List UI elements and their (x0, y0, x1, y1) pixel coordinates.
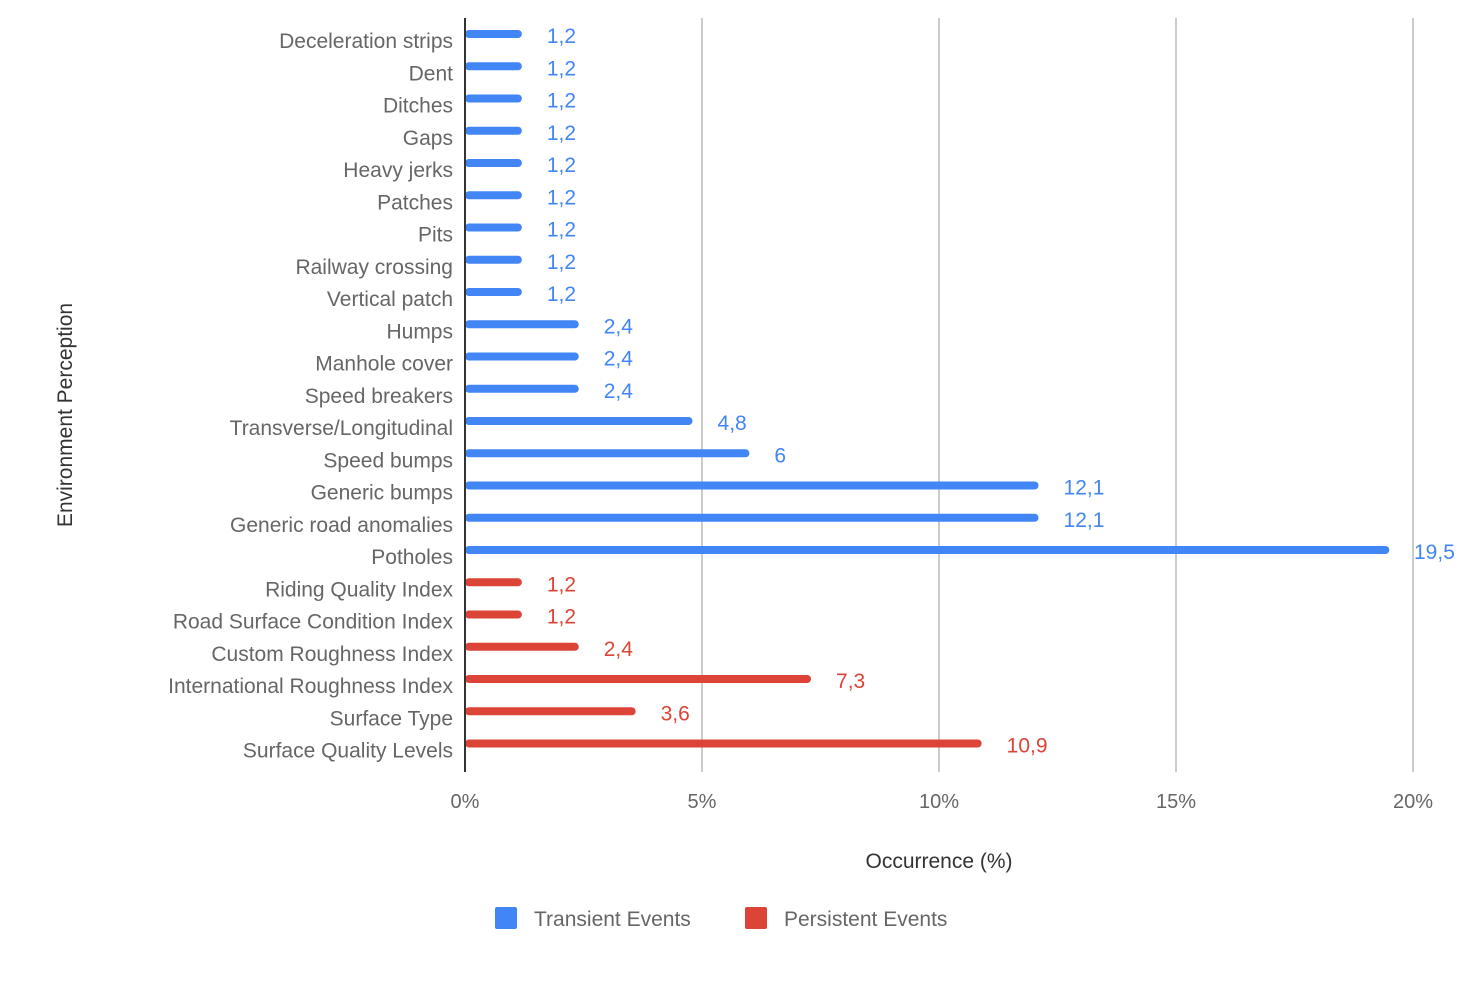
legend-swatch-transient (495, 907, 517, 929)
data-label: 1,2 (547, 122, 576, 145)
data-label: 1,2 (547, 219, 576, 242)
category-label: Patches (377, 191, 453, 214)
data-label: 7,3 (836, 670, 865, 693)
data-label: 2,4 (604, 380, 634, 403)
data-label: 1,2 (547, 283, 576, 306)
data-label: 12,1 (1064, 509, 1105, 532)
legend-swatch-persistent (745, 907, 767, 929)
category-label: Custom Roughness Index (211, 643, 453, 666)
x-axis-title: Occurrence (%) (865, 850, 1012, 873)
category-label: Heavy jerks (343, 159, 453, 182)
data-label: 2,4 (604, 315, 634, 338)
data-label: 1,2 (547, 186, 576, 209)
data-label: 4,8 (718, 412, 747, 435)
category-label: Dent (409, 62, 454, 85)
data-label: 19,5 (1414, 541, 1455, 564)
category-label: Deceleration strips (279, 30, 453, 53)
category-label: Transverse/Longitudinal (230, 417, 453, 440)
data-label: 1,2 (547, 154, 576, 177)
category-label: Gaps (403, 127, 453, 150)
legend-label-transient: Transient Events (534, 908, 691, 931)
category-label: Humps (386, 320, 453, 343)
category-label: Surface Type (330, 707, 453, 730)
category-label: Manhole cover (315, 353, 453, 376)
data-label: 2,4 (604, 348, 634, 371)
category-label: Speed breakers (305, 385, 453, 408)
legend: Transient Events Persistent Events (495, 907, 947, 931)
category-label: Surface Quality Levels (243, 740, 453, 763)
data-label: 1,2 (547, 573, 576, 596)
x-tick-label: 5% (688, 791, 717, 813)
data-label: 6 (774, 444, 786, 467)
data-label: 1,2 (547, 25, 576, 48)
category-label: Railway crossing (295, 256, 453, 279)
data-label: 1,2 (547, 90, 576, 113)
category-label: Vertical patch (327, 288, 453, 311)
category-label: Ditches (383, 95, 453, 118)
category-label: Potholes (371, 546, 453, 569)
x-tick-label: 15% (1156, 791, 1196, 813)
data-label: 2,4 (604, 638, 634, 661)
category-label: Generic road anomalies (230, 514, 453, 537)
category-label: International Roughness Index (168, 675, 453, 698)
labels: 0% 5% 10% 15% 20% Deceleration strips 1,2 Dent 1… (168, 25, 1455, 813)
category-label: Speed bumps (323, 449, 453, 472)
data-label: 3,6 (661, 702, 690, 725)
legend-label-persistent: Persistent Events (784, 908, 947, 931)
category-label: Road Surface Condition Index (173, 611, 454, 634)
category-label: Pits (418, 224, 453, 247)
data-label: 12,1 (1064, 477, 1105, 500)
y-axis-title: Environment Perception (54, 303, 77, 527)
gridlines (701, 18, 1414, 772)
data-label: 1,2 (547, 606, 576, 629)
bars (465, 30, 1390, 748)
data-label: 1,2 (547, 251, 576, 274)
category-label: Generic bumps (311, 482, 453, 505)
x-tick-label: 10% (919, 791, 959, 813)
x-tick-label: 20% (1393, 791, 1433, 813)
data-label: 1,2 (547, 57, 576, 80)
category-label: Riding Quality Index (265, 578, 453, 601)
data-label: 10,9 (1007, 735, 1048, 758)
x-tick-label: 0% (451, 791, 480, 813)
